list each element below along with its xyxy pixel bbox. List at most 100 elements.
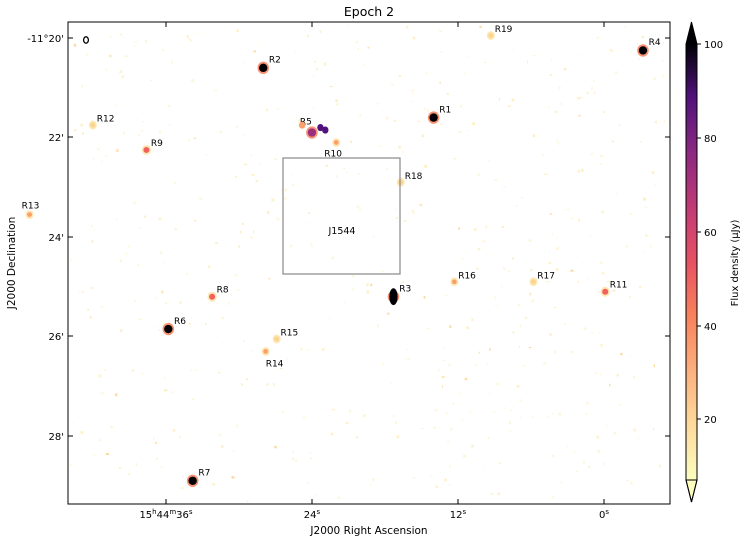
- noise-speckle: [598, 291, 601, 294]
- noise-speckle: [601, 210, 604, 214]
- noise-speckle: [308, 212, 311, 214]
- noise-speckle: [253, 50, 256, 53]
- noise-speckle: [280, 368, 283, 370]
- noise-speckle: [118, 467, 122, 469]
- noise-speckle: [134, 41, 138, 43]
- source-label: R10: [324, 150, 342, 160]
- map-plot-area: [67, 21, 671, 505]
- noise-speckle: [490, 492, 494, 496]
- noise-speckle: [234, 175, 237, 178]
- noise-speckle: [205, 154, 209, 156]
- noise-speckle: [475, 364, 478, 366]
- noise-speckle: [576, 256, 578, 258]
- noise-speckle: [578, 219, 580, 222]
- noise-speckle: [346, 172, 349, 173]
- colorbar: 100 80 60 40 20 Flux density (μJy): [685, 21, 741, 503]
- noise-speckle: [634, 358, 636, 360]
- noise-speckle: [93, 229, 96, 231]
- source-label: R8: [217, 286, 229, 296]
- noise-speckle: [584, 327, 587, 330]
- colorbar-tick-label: 40: [704, 322, 717, 333]
- noise-speckle: [479, 25, 482, 28]
- noise-speckle: [653, 427, 655, 431]
- noise-speckle: [236, 29, 239, 32]
- noise-speckle: [124, 55, 128, 57]
- noise-speckle: [395, 217, 398, 219]
- noise-speckle: [324, 62, 327, 66]
- noise-speckle: [662, 41, 664, 44]
- noise-speckle: [239, 230, 242, 234]
- noise-speckle: [231, 450, 235, 452]
- noise-speckle: [450, 427, 452, 431]
- noise-speckle: [410, 101, 412, 103]
- noise-speckle: [382, 271, 384, 272]
- noise-speckle: [392, 415, 395, 417]
- noise-speckle: [512, 331, 515, 334]
- source-label: R13: [22, 202, 40, 212]
- noise-speckle: [401, 280, 404, 283]
- noise-speckle: [139, 318, 141, 320]
- noise-speckle: [100, 305, 104, 308]
- noise-speckle: [390, 383, 393, 385]
- noise-speckle: [307, 349, 310, 351]
- noise-speckle: [650, 245, 652, 248]
- noise-speckle: [596, 435, 600, 439]
- noise-speckle: [273, 383, 275, 386]
- noise-speckle: [81, 85, 84, 88]
- noise-speckle: [615, 71, 618, 74]
- noise-speckle: [251, 174, 255, 176]
- noise-speckle: [577, 281, 579, 283]
- noise-speckle: [521, 197, 524, 199]
- noise-speckle: [633, 376, 636, 379]
- noise-speckle: [587, 277, 589, 280]
- noise-speckle: [551, 233, 553, 236]
- noise-speckle: [216, 337, 218, 339]
- noise-speckle: [319, 30, 322, 33]
- noise-speckle: [93, 158, 95, 160]
- noise-speckle: [231, 476, 235, 479]
- noise-speckle: [640, 141, 642, 143]
- source-r15: [274, 336, 280, 342]
- noise-speckle: [564, 322, 566, 325]
- noise-speckle: [76, 142, 78, 144]
- source-r19: [488, 33, 494, 38]
- noise-speckle: [426, 71, 427, 74]
- noise-speckle: [290, 174, 292, 176]
- noise-speckle: [430, 476, 432, 478]
- noise-speckle: [162, 261, 164, 264]
- noise-speckle: [460, 105, 462, 108]
- noise-speckle: [600, 343, 603, 347]
- noise-speckle: [463, 454, 466, 458]
- noise-speckle: [345, 421, 349, 425]
- y-tick-label: 28': [49, 432, 64, 443]
- noise-speckle: [357, 173, 360, 175]
- noise-speckle: [241, 223, 244, 225]
- noise-speckle: [291, 457, 294, 460]
- noise-speckle: [329, 86, 333, 87]
- noise-speckle: [489, 348, 491, 351]
- noise-speckle: [591, 87, 593, 89]
- noise-speckle: [589, 235, 591, 237]
- noise-speckle: [472, 122, 475, 126]
- noise-speckle: [188, 322, 191, 325]
- noise-speckle: [593, 91, 596, 95]
- noise-speckle: [127, 245, 131, 248]
- noise-speckle: [250, 154, 252, 156]
- noise-speckle: [421, 134, 424, 138]
- noise-speckle: [186, 35, 189, 38]
- noise-speckle: [135, 118, 137, 120]
- noise-speckle: [498, 97, 500, 101]
- noise-speckle: [560, 102, 562, 106]
- noise-speckle: [439, 81, 442, 84]
- noise-speckle: [478, 351, 480, 354]
- source-label: R2: [269, 56, 281, 66]
- noise-speckle: [576, 470, 578, 472]
- noise-speckle: [556, 139, 559, 143]
- noise-speckle: [387, 312, 390, 315]
- noise-speckle: [441, 375, 445, 378]
- noise-speckle: [638, 437, 640, 439]
- noise-speckle: [329, 317, 330, 320]
- noise-speckle: [445, 295, 448, 296]
- noise-speckle: [564, 209, 567, 211]
- noise-speckle: [219, 130, 222, 133]
